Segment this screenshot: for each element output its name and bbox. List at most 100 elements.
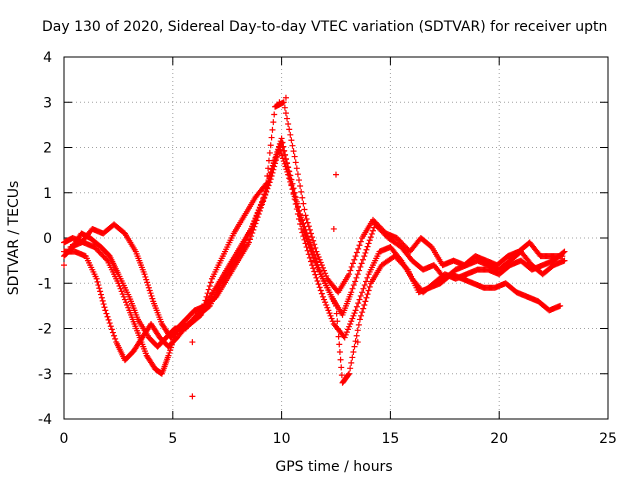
data-point	[361, 282, 368, 289]
data-point	[371, 218, 378, 225]
data-point	[111, 332, 118, 339]
data-point	[119, 291, 126, 298]
data-point	[202, 297, 209, 304]
data-point	[379, 226, 386, 233]
data-point	[263, 180, 270, 187]
data-point	[100, 253, 107, 260]
data-point	[363, 246, 370, 253]
data-point	[358, 312, 365, 319]
data-point	[294, 171, 301, 178]
data-point	[314, 277, 321, 284]
data-point	[201, 301, 208, 308]
data-point	[204, 290, 211, 297]
data-point	[103, 310, 110, 317]
data-point	[349, 354, 356, 361]
isolated-point	[330, 225, 337, 232]
y-axis-label: SDTVAR / TECUs	[6, 181, 22, 296]
data-point	[95, 248, 102, 255]
data-point	[299, 221, 306, 228]
data-point	[97, 250, 104, 257]
data-point	[343, 329, 350, 336]
data-point	[307, 248, 314, 255]
data-point	[265, 177, 272, 184]
data-point	[347, 320, 354, 327]
data-point	[356, 242, 363, 249]
data-point	[316, 284, 323, 291]
data-point	[346, 271, 353, 278]
data-point	[304, 219, 311, 226]
data-point	[284, 160, 291, 167]
data-point	[342, 331, 349, 338]
data-point	[249, 223, 256, 230]
data-point	[284, 115, 291, 122]
data-point	[353, 274, 360, 281]
data-point	[397, 239, 404, 246]
data-point	[205, 303, 212, 310]
data-point	[333, 310, 340, 317]
data-point	[399, 261, 406, 268]
isolated-point	[276, 99, 283, 106]
data-point	[121, 296, 128, 303]
data-point	[337, 356, 344, 363]
data-point	[261, 191, 268, 198]
data-point	[355, 300, 362, 307]
data-point	[559, 253, 566, 260]
data-point	[319, 293, 326, 300]
data-point	[336, 349, 343, 356]
data-point	[200, 304, 207, 311]
data-point	[265, 157, 272, 164]
data-point	[313, 248, 320, 255]
axis-ticks	[63, 56, 609, 420]
data-point	[286, 168, 293, 175]
data-point	[102, 307, 109, 314]
data-point	[106, 320, 113, 327]
data-point	[309, 234, 316, 241]
data-point	[98, 294, 105, 301]
data-point	[144, 282, 151, 289]
data-point	[364, 274, 371, 281]
data-point	[369, 227, 376, 234]
data-point	[353, 303, 360, 310]
data-point	[353, 332, 360, 339]
isolated-point	[61, 262, 67, 269]
x-tick-labels: 0 5 10 15 20 25	[60, 431, 617, 447]
data-point	[364, 291, 371, 298]
data-point	[359, 256, 366, 263]
isolated-point	[189, 393, 196, 400]
data-point	[380, 227, 387, 234]
x-tick-label: 0	[60, 431, 69, 447]
data-point	[286, 126, 293, 133]
data-point	[362, 249, 369, 256]
data-point	[335, 333, 342, 340]
data-point	[319, 264, 326, 271]
data-point	[96, 285, 103, 292]
data-point	[399, 240, 406, 247]
data-point	[351, 310, 358, 317]
data-point	[346, 370, 353, 377]
data-point	[323, 301, 330, 308]
data-point	[270, 119, 277, 126]
data-point	[289, 186, 296, 193]
data-point	[318, 262, 325, 269]
data-point	[280, 148, 287, 155]
data-point	[99, 297, 106, 304]
data-point	[560, 249, 567, 256]
data-point	[147, 290, 154, 297]
data-point	[94, 246, 101, 253]
y-tick-labels: -4 -3 -2 -1 0 1 2 3 4	[38, 50, 52, 428]
data-point	[95, 282, 102, 289]
data-point	[393, 254, 400, 261]
data-point	[322, 299, 329, 306]
data-point	[398, 259, 405, 266]
data-point	[303, 235, 310, 242]
data-point	[109, 329, 116, 336]
data-point	[352, 253, 359, 260]
data-point	[145, 284, 152, 291]
data-point	[207, 279, 214, 286]
data-point	[400, 241, 407, 248]
data-point	[305, 241, 312, 248]
data-point	[362, 298, 369, 305]
data-point	[310, 265, 317, 272]
data-point	[403, 265, 410, 272]
